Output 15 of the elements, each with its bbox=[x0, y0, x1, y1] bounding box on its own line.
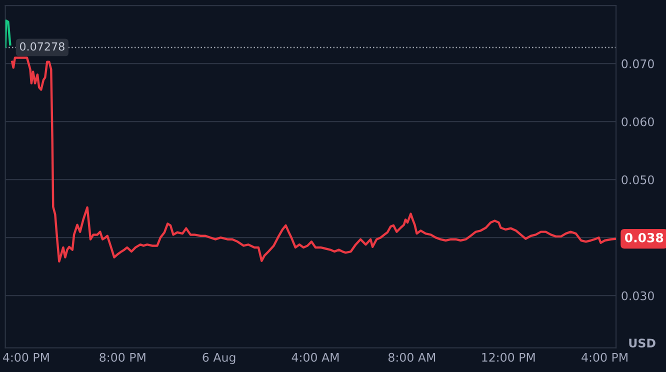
x-tick-label: 6 Aug bbox=[202, 352, 236, 364]
y-tick-label: 0.050 bbox=[622, 175, 654, 184]
x-tick-label: 8:00 PM bbox=[100, 352, 146, 362]
x-tick-label: 12:00 PM bbox=[482, 352, 535, 362]
text: USD bbox=[629, 338, 656, 348]
x-tick-label: 4:00 PM bbox=[582, 352, 628, 362]
x-tick-label: 8:00 AM bbox=[388, 352, 436, 362]
annotation: 0.038 bbox=[624, 232, 664, 242]
y-tick-label: 0.070 bbox=[622, 59, 654, 68]
y-tick-label: 0.030 bbox=[622, 291, 654, 300]
y-tick-label: 0.060 bbox=[622, 117, 654, 126]
x-tick-label: 4:00 PM bbox=[3, 352, 49, 362]
ref-line-label: 0.07278 bbox=[20, 42, 64, 51]
x-tick-label: 4:00 AM bbox=[292, 352, 339, 362]
line-series bbox=[5, 20, 12, 48]
